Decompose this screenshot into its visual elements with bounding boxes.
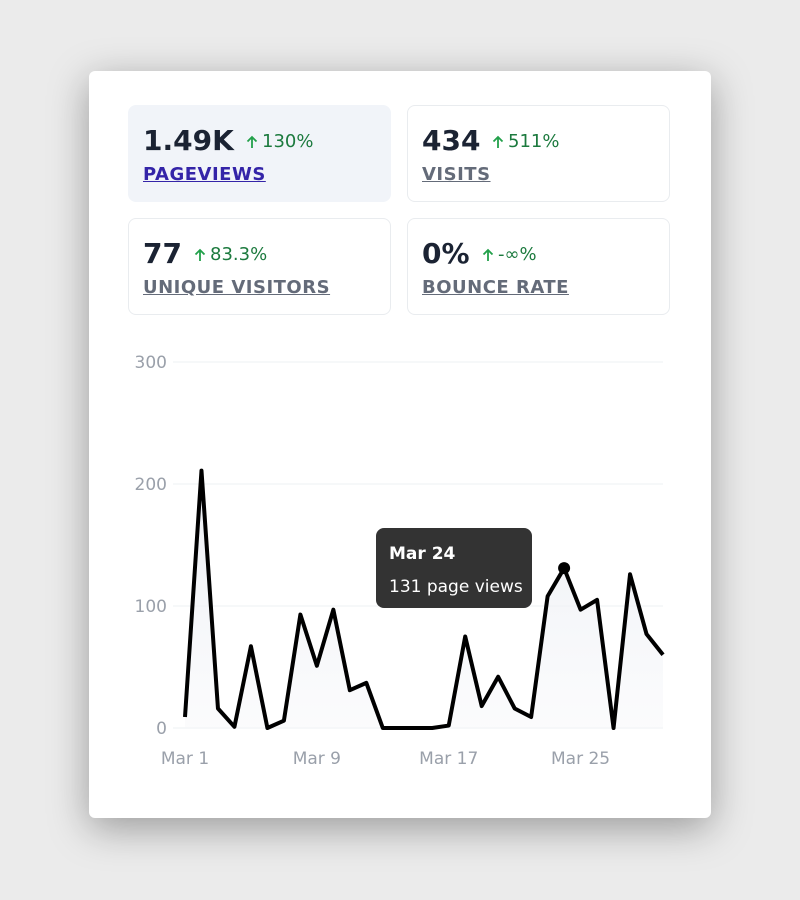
y-tick-label: 300 [135,353,167,373]
stat-label[interactable]: VISITS [422,164,491,185]
line [183,468,665,730]
x-tick-label: Mar 1 [161,749,209,769]
up-arrow [246,135,258,148]
stat-change: 511% [492,131,559,152]
stat-card[interactable]: 434 511% VISITS [407,105,670,202]
stat-change-text: -∞% [498,244,537,265]
x-tick-label: Mar 17 [419,749,478,769]
tooltip-title: Mar 24 [389,544,456,564]
stat-change: 130% [246,131,313,152]
x-tick-label: Mar 9 [293,749,341,769]
stat-value: 0% [422,237,470,270]
chart: 0 100 200 300 Mar 1 Mar 9 Mar 17 Mar 25 Mar 24 13… [135,353,665,769]
stat-value: 77 [143,237,182,270]
hover-point [558,562,571,575]
up-arrow [482,248,494,261]
y-tick-label: 200 [135,475,167,495]
stat-change-text: 130% [262,131,314,152]
stat-label[interactable]: BOUNCE RATE [422,277,569,298]
y-tick-label: 0 [156,719,167,739]
stat-label[interactable]: UNIQUE VISITORS [143,277,331,298]
stat-value: 1.49K [143,124,234,157]
area [185,470,663,728]
stat-card[interactable]: 0% -∞% BOUNCE RATE [407,218,670,315]
stat-card[interactable]: 77 83.3% UNIQUE VISITORS [128,218,391,315]
up-arrow [492,135,504,148]
stat-change-text: 511% [508,131,560,152]
stat-label[interactable]: PAGEVIEWS [143,164,266,185]
stat-value: 434 [422,124,481,157]
stat-change-text: 83.3% [210,244,268,265]
stat-card[interactable]: 1.49K 130% PAGEVIEWS [128,105,391,202]
up-arrow [194,248,206,261]
stat-change: -∞% [482,244,537,265]
stat-change: 83.3% [194,244,267,265]
panel: 1.49K 130% PAGEVIEWS 434 511% VISITS 77 83.3% UN… [89,71,711,818]
x-tick-label: Mar 25 [551,749,610,769]
tooltip-text: 131 page views [389,577,523,597]
y-tick-label: 100 [135,597,167,617]
tooltip [376,528,532,608]
